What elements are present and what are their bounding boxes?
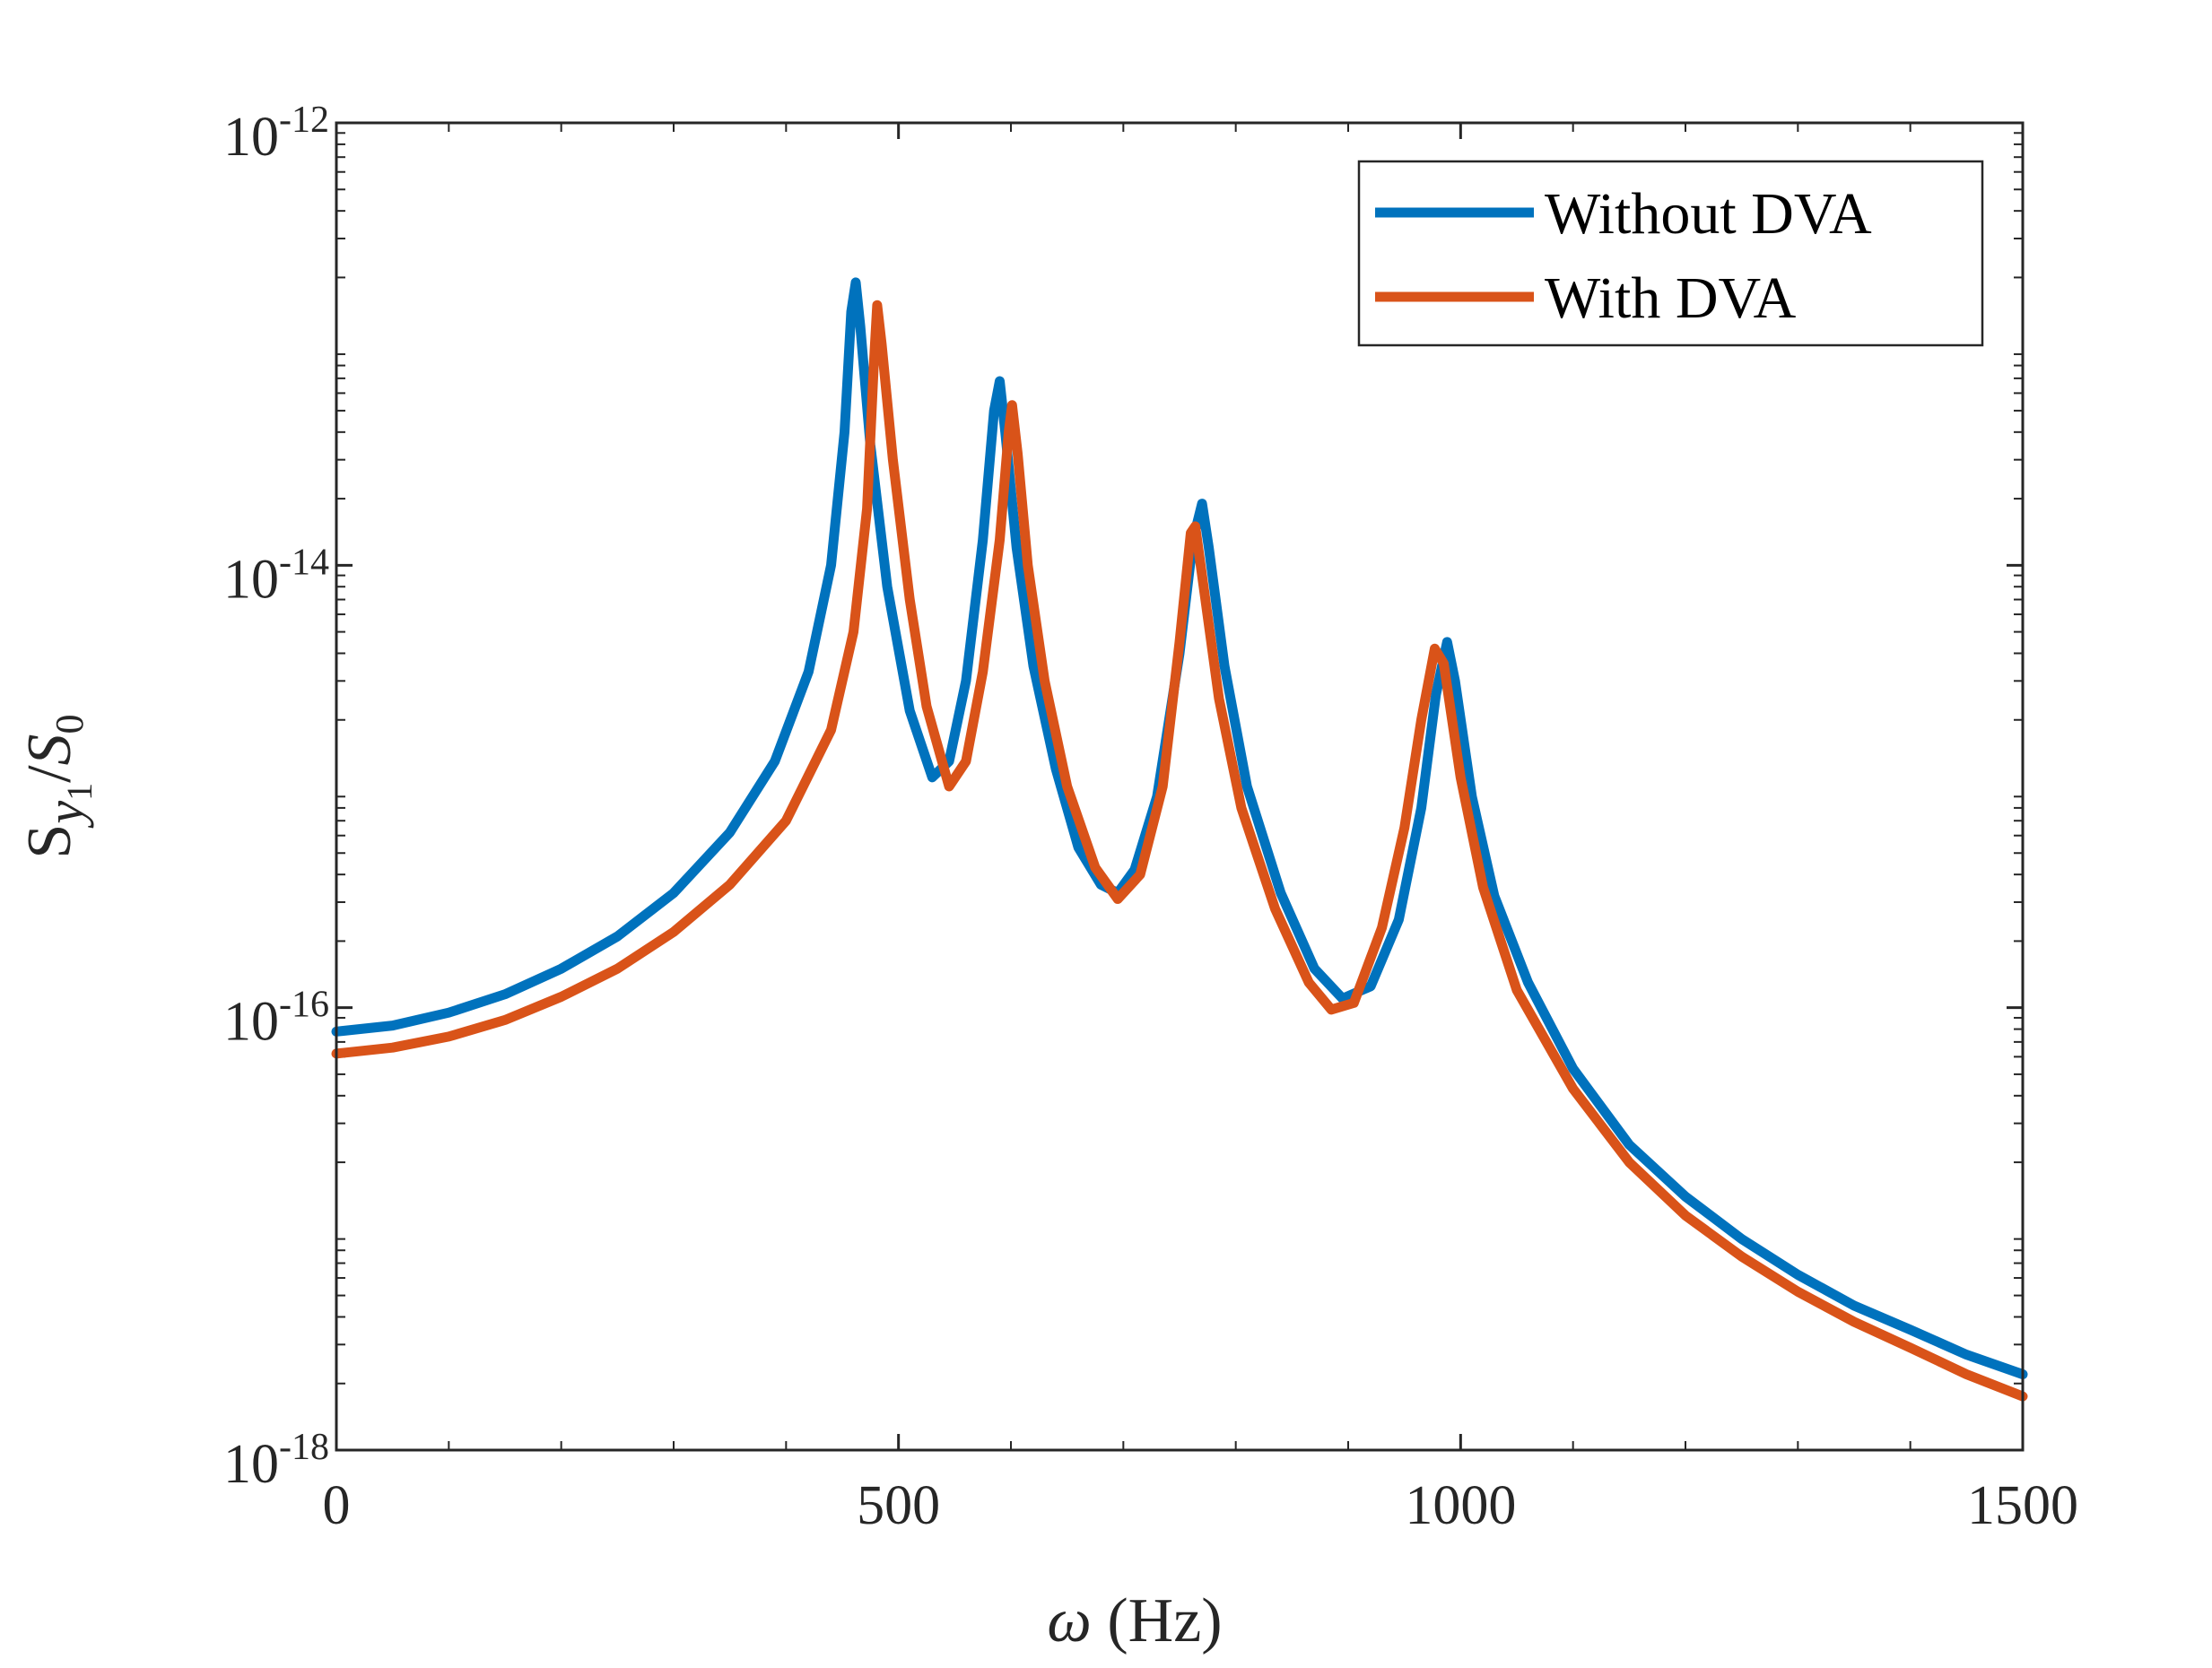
x-tick-label-1: 500 (857, 1475, 940, 1536)
y-axis-title: Sy1/S0 (15, 714, 100, 858)
y-tick-base: 10 (223, 992, 279, 1053)
y-axis-den-s: S (15, 734, 84, 765)
y-tick-exp: -14 (279, 542, 329, 583)
y-tick-exp: -12 (279, 100, 329, 141)
y-tick-base: 10 (223, 549, 279, 610)
y-tick-exp: -16 (279, 985, 329, 1026)
x-tick-labels: 0 500 1000 1500 (323, 1475, 2079, 1536)
x-tick-label-0: 0 (323, 1475, 351, 1536)
y-tick-base: 10 (223, 107, 279, 168)
y-axis-den-sub: 0 (48, 714, 91, 734)
legend-label-without-dva: Without DVA (1545, 181, 1872, 247)
x-axis-unit: (Hz) (1092, 1586, 1223, 1655)
x-tick-label-2: 1000 (1405, 1475, 1516, 1536)
legend-box (1357, 160, 1984, 347)
y-axis-sub-y: y (36, 801, 94, 829)
x-tick-label-3: 1500 (1967, 1475, 2078, 1536)
series-line-with-dva (331, 300, 2028, 1402)
y-tick-exp: -18 (279, 1427, 329, 1468)
series-group (331, 277, 2028, 1402)
x-axis-title: ω (Hz) (1047, 1586, 1222, 1655)
y-axis-sub-1: 1 (59, 783, 100, 801)
y-tick-label-2: 10-16 (223, 985, 329, 1053)
y-axis-s: S (15, 824, 84, 859)
legend: Without DVA With DVA (1357, 160, 1984, 347)
legend-label-with-dva: With DVA (1545, 265, 1797, 331)
y-tick-label-3: 10-18 (223, 1427, 329, 1495)
x-axis-symbol: ω (1047, 1586, 1091, 1655)
plot-frame (335, 121, 2025, 1452)
minor-ticks (336, 123, 2023, 1450)
y-tick-label-0: 10-12 (223, 100, 329, 168)
y-tick-base: 10 (223, 1434, 279, 1495)
y-axis-slash: / (15, 765, 84, 783)
y-tick-label-1: 10-14 (223, 542, 329, 610)
y-tick-labels: 10-12 10-14 10-16 10-18 (223, 100, 329, 1495)
